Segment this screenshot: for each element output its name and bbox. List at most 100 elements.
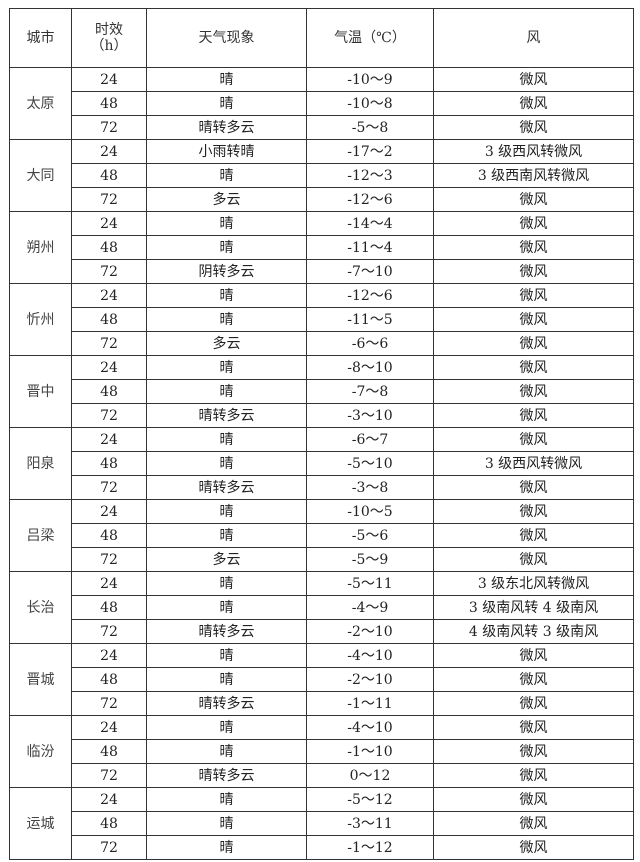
table-row: 48 晴 -3～11 微风 (10, 811, 634, 836)
table-row: 72 晴转多云 -1～11 微风 (10, 691, 634, 716)
wind-cell: 微风 (433, 259, 634, 284)
period-cell: 48 (71, 379, 147, 404)
wind-cell: 微风 (433, 763, 634, 788)
temp-cell: -10～8 (306, 91, 434, 116)
period-cell: 24 (71, 211, 147, 236)
period-cell: 48 (71, 235, 147, 260)
city-cell: 吕梁 (9, 499, 72, 572)
period-cell: 72 (71, 763, 147, 788)
wind-cell: 微风 (433, 691, 634, 716)
table-row: 72 阴转多云 -7～10 微风 (10, 259, 634, 284)
wind-cell: 微风 (433, 835, 634, 860)
table-row: 忻州 24 晴 -12～6 微风 (9, 283, 634, 356)
weather-cell: 晴转多云 (146, 403, 307, 428)
table-row: 72 晴 -1～12 微风 (10, 835, 634, 860)
temp-cell: -4～9 (306, 595, 434, 620)
header-temp: 气温（℃） (306, 8, 434, 68)
table-row: 72 晴转多云 -5～8 微风 (10, 115, 634, 140)
temp-cell: -10～9 (306, 67, 434, 92)
table-row: 72 晴转多云 -2～10 4 级南风转 3 级南风 (10, 619, 634, 644)
period-cell: 24 (71, 787, 147, 812)
header-period-line1: 时效 (95, 22, 123, 38)
temp-cell: -2～10 (306, 619, 434, 644)
temp-cell: -2～10 (306, 667, 434, 692)
weather-cell: 多云 (146, 187, 307, 212)
weather-cell: 晴转多云 (146, 475, 307, 500)
city-cell: 临汾 (9, 715, 72, 788)
wind-cell: 微风 (433, 547, 634, 572)
weather-cell: 晴 (146, 427, 307, 452)
weather-cell: 晴 (146, 667, 307, 692)
temp-cell: -4～10 (306, 715, 434, 740)
period-cell: 72 (71, 259, 147, 284)
weather-cell: 晴 (146, 787, 307, 812)
weather-cell: 晴 (146, 643, 307, 668)
wind-cell: 3 级南风转 4 级南风 (433, 595, 634, 620)
table-row: 48 晴 -2～10 微风 (10, 667, 634, 692)
temp-cell: -14～4 (306, 211, 434, 236)
temp-cell: -1～11 (306, 691, 434, 716)
wind-cell: 3 级东北风转微风 (433, 571, 634, 596)
wind-cell: 微风 (433, 115, 634, 140)
weather-cell: 晴 (146, 283, 307, 308)
header-row: 城市 时效 （h） 天气现象 气温（℃） 风 (9, 8, 634, 68)
period-cell: 48 (71, 451, 147, 476)
weather-cell: 晴 (146, 91, 307, 116)
city-cell: 忻州 (9, 283, 72, 356)
period-cell: 24 (71, 355, 147, 380)
temp-cell: -5～6 (306, 523, 434, 548)
header-city: 城市 (9, 8, 72, 68)
temp-cell: -5～10 (306, 451, 434, 476)
weather-cell: 晴 (146, 67, 307, 92)
wind-cell: 3 级西风转微风 (433, 139, 634, 164)
city-cell: 太原 (9, 67, 72, 140)
wind-cell: 微风 (433, 715, 634, 740)
header-period: 时效 （h） (71, 8, 147, 68)
city-cell: 阳泉 (9, 427, 72, 500)
temp-cell: -1～12 (306, 835, 434, 860)
table-row: 48 晴 -4～9 3 级南风转 4 级南风 (10, 595, 634, 620)
weather-cell: 晴 (146, 523, 307, 548)
weather-cell: 小雨转晴 (146, 139, 307, 164)
wind-cell: 微风 (433, 523, 634, 548)
period-cell: 72 (71, 691, 147, 716)
city-cell: 朔州 (9, 211, 72, 284)
wind-cell: 微风 (433, 403, 634, 428)
weather-cell: 晴 (146, 211, 307, 236)
wind-cell: 微风 (433, 499, 634, 524)
table-row: 48 晴 -11～5 微风 (10, 307, 634, 332)
period-cell: 24 (71, 499, 147, 524)
temp-cell: -17～2 (306, 139, 434, 164)
table-row: 运城 24 晴 -5～12 微风 (9, 787, 634, 860)
weather-cell: 晴 (146, 811, 307, 836)
temp-cell: -8～10 (306, 355, 434, 380)
city-cell: 运城 (9, 787, 72, 860)
wind-cell: 微风 (433, 307, 634, 332)
temp-cell: -12～6 (306, 187, 434, 212)
weather-cell: 晴转多云 (146, 691, 307, 716)
period-cell: 72 (71, 115, 147, 140)
wind-cell: 微风 (433, 643, 634, 668)
period-cell: 72 (71, 187, 147, 212)
period-cell: 48 (71, 667, 147, 692)
temp-cell: -4～10 (306, 643, 434, 668)
header-period-line2: （h） (90, 38, 128, 54)
wind-cell: 微风 (433, 331, 634, 356)
period-cell: 48 (71, 307, 147, 332)
city-cell: 晋城 (9, 643, 72, 716)
period-cell: 48 (71, 163, 147, 188)
weather-cell: 晴转多云 (146, 619, 307, 644)
city-cell: 晋中 (9, 355, 72, 428)
weather-cell: 晴 (146, 499, 307, 524)
weather-cell: 晴 (146, 715, 307, 740)
period-cell: 72 (71, 331, 147, 356)
weather-cell: 晴 (146, 355, 307, 380)
weather-cell: 晴 (146, 379, 307, 404)
temp-cell: -12～6 (306, 283, 434, 308)
table-row: 48 晴 -5～6 微风 (10, 523, 634, 548)
weather-cell: 晴 (146, 235, 307, 260)
temp-cell: -1～10 (306, 739, 434, 764)
temp-cell: -3～8 (306, 475, 434, 500)
temp-cell: -11～5 (306, 307, 434, 332)
table-row: 72 多云 -12～6 微风 (10, 187, 634, 212)
